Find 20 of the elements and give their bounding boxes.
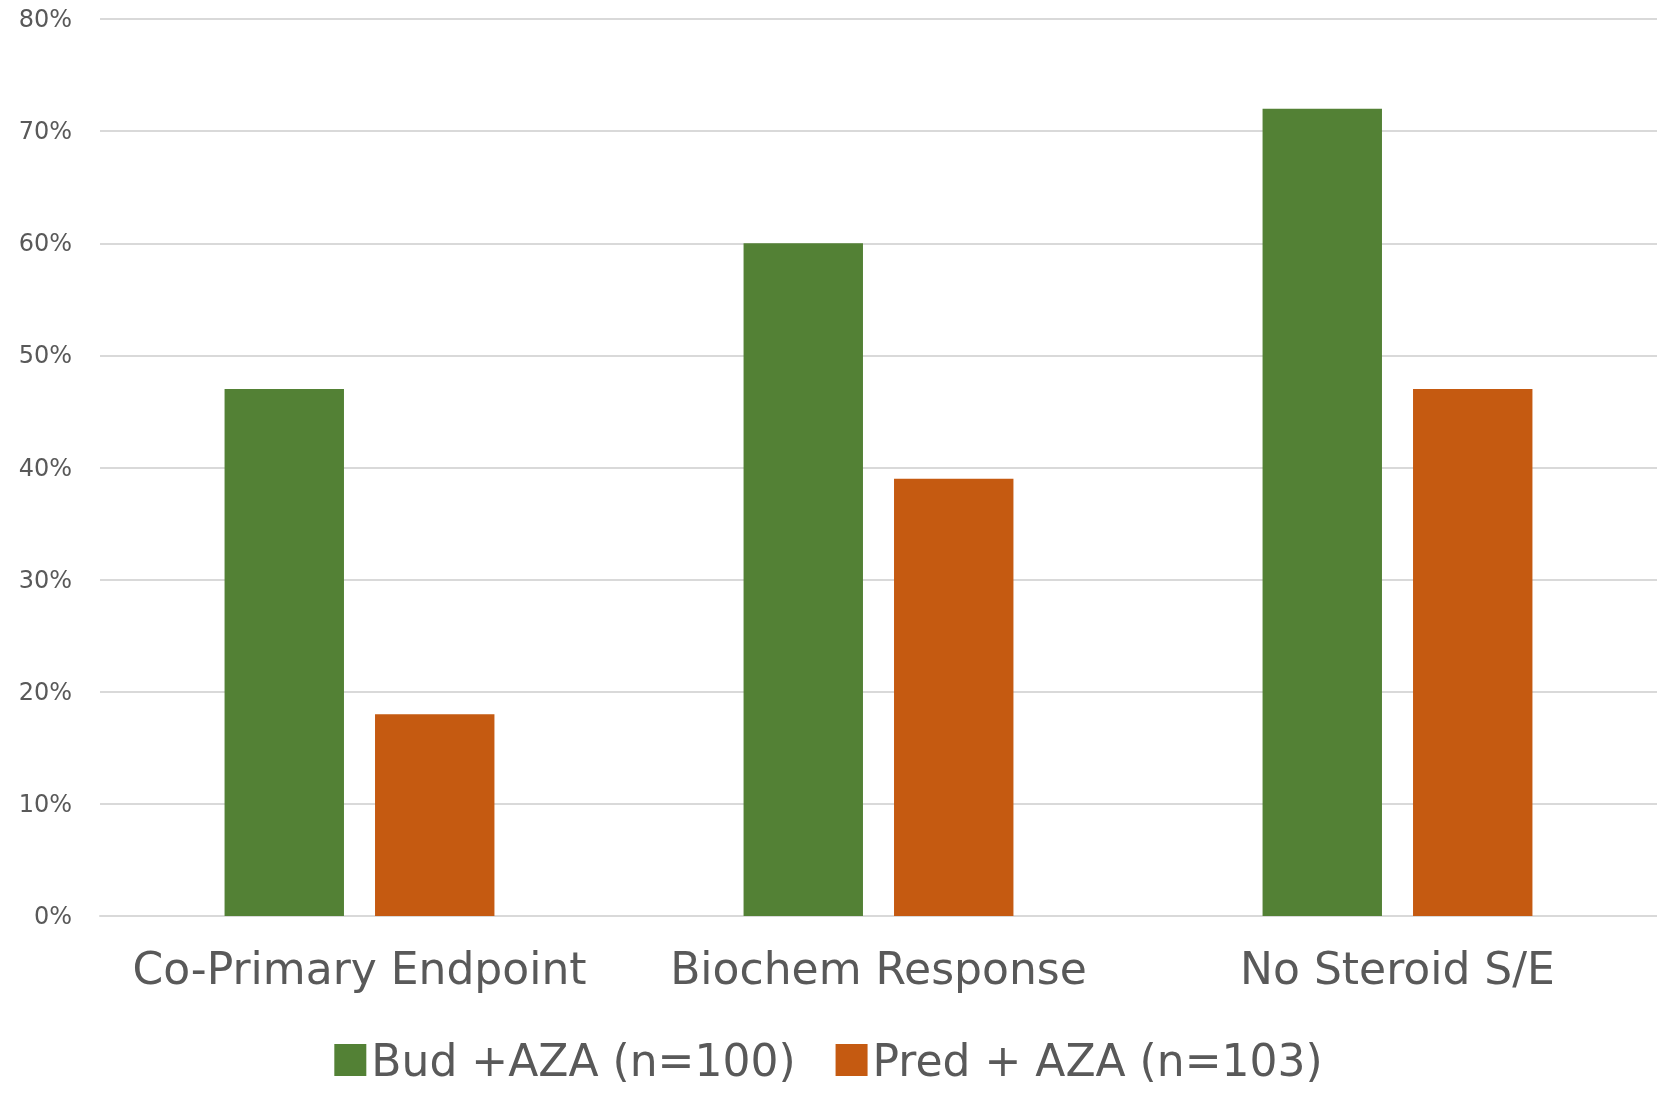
bar [224, 389, 344, 916]
bar [1413, 389, 1533, 916]
x-tick-label: Biochem Response [670, 942, 1087, 994]
y-tick-label: 20% [18, 677, 72, 706]
bar [743, 243, 863, 916]
y-tick-label: 10% [18, 789, 72, 818]
legend-label: Pred + AZA (n=103) [872, 1034, 1323, 1086]
y-tick-label: 50% [18, 341, 72, 370]
y-tick-label: 0% [33, 902, 72, 930]
bar [894, 478, 1014, 916]
bar [375, 714, 495, 916]
y-tick-label: 40% [18, 453, 72, 482]
x-tick-label: No Steroid S/E [1240, 942, 1555, 994]
y-tick-label: 80% [18, 5, 72, 33]
x-tick-label: Co-Primary Endpoint [132, 942, 587, 994]
legend-label: Bud +AZA (n=100) [371, 1034, 796, 1086]
bar [1262, 108, 1382, 916]
y-tick-label: 70% [18, 117, 72, 146]
y-tick-label: 30% [18, 565, 72, 594]
y-tick-label: 60% [18, 229, 72, 258]
